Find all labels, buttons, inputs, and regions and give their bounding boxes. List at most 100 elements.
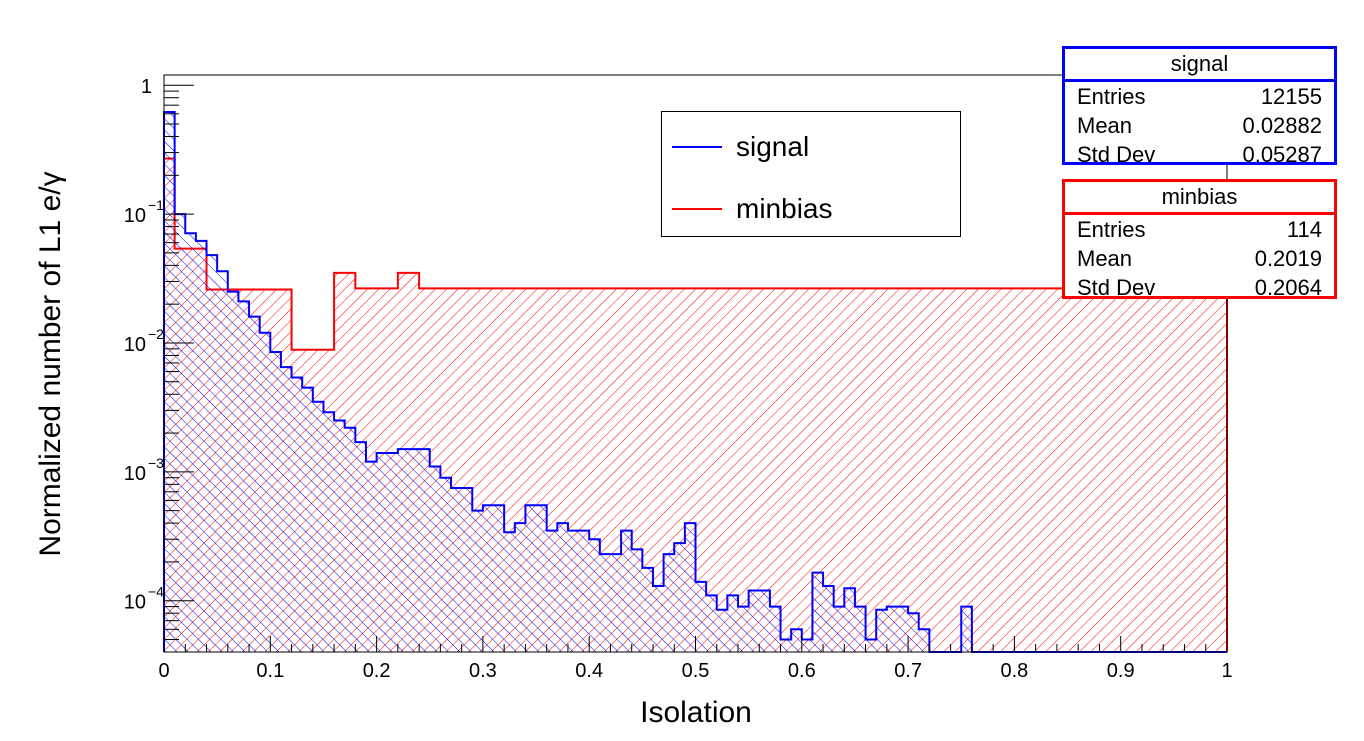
bin-signal	[961, 606, 972, 652]
bin-minbias	[982, 288, 994, 652]
legend-swatch-minbias	[672, 208, 722, 210]
bin-signal	[217, 271, 228, 652]
bin-minbias	[536, 288, 547, 652]
bin-signal	[652, 586, 664, 652]
bin-minbias	[1184, 288, 1196, 652]
bin-minbias	[546, 288, 558, 652]
bin-minbias	[461, 288, 473, 652]
stats-label: Std Dev	[1077, 275, 1156, 300]
bin-minbias	[993, 288, 1004, 652]
bin-signal	[302, 387, 313, 652]
bin-signal	[174, 214, 186, 652]
bin-signal	[376, 453, 388, 652]
x-tick-label: 0.7	[894, 660, 922, 682]
stats-title: signal	[1065, 49, 1334, 82]
bin-minbias	[440, 288, 452, 652]
legend: signal minbias	[661, 111, 961, 237]
bin-minbias	[918, 288, 930, 652]
stats-value: 0.05287	[1242, 142, 1322, 167]
bin-minbias	[1195, 288, 1206, 652]
y-tick-exponent: −4	[148, 584, 164, 600]
bin-minbias	[780, 288, 792, 652]
bin-signal	[631, 549, 643, 652]
bin-signal	[621, 530, 632, 652]
y-axis-title: Normalized number of L1 e/γ	[34, 171, 67, 556]
bin-signal	[557, 523, 568, 652]
bin-signal	[185, 233, 196, 652]
stats-row: Entries 114	[1065, 215, 1334, 244]
bin-signal	[206, 255, 218, 652]
bin-signal	[759, 590, 770, 652]
bin-minbias	[908, 288, 919, 652]
bin-minbias	[684, 288, 696, 652]
bin-minbias	[1131, 288, 1142, 652]
bin-minbias	[1163, 288, 1174, 652]
bin-signal	[716, 609, 728, 652]
bin-signal	[727, 595, 739, 652]
bin-minbias	[716, 288, 728, 652]
y-tick-exponent: −3	[148, 455, 164, 471]
stats-label: Std Dev	[1077, 142, 1156, 167]
stats-label: Entries	[1077, 217, 1146, 242]
x-tick-label: 0.3	[469, 660, 497, 682]
bin-minbias	[1110, 288, 1121, 652]
bin-signal	[738, 606, 749, 652]
bin-minbias	[557, 288, 568, 652]
bin-minbias	[472, 288, 483, 652]
stats-box-minbias: minbias Entries 114 Mean 0.2019 Std Dev 0.2…	[1062, 179, 1337, 302]
bin-signal	[291, 377, 303, 652]
stats-box-signal: signal Entries 12155 Mean 0.02882 Std Dev 0…	[1062, 46, 1337, 167]
bin-minbias	[812, 288, 824, 652]
stats-row: Std Dev 0.2064	[1065, 273, 1334, 302]
stats-row: Mean 0.02882	[1065, 111, 1334, 140]
bin-minbias	[514, 288, 526, 652]
bin-signal	[227, 291, 239, 652]
bin-signal	[886, 606, 898, 652]
bin-signal	[918, 629, 930, 652]
bin-signal	[312, 401, 324, 652]
bin-signal	[249, 316, 260, 652]
bin-minbias	[1141, 288, 1153, 652]
bin-signal	[472, 510, 483, 652]
bin-minbias	[1056, 288, 1068, 652]
stats-row: Std Dev 0.05287	[1065, 140, 1334, 169]
bin-minbias	[1120, 288, 1132, 652]
stats-label: Mean	[1077, 113, 1133, 138]
bin-signal	[833, 606, 845, 652]
bin-signal	[323, 412, 335, 652]
bin-signal	[897, 606, 909, 652]
x-tick-label: 0.9	[1107, 660, 1135, 682]
bin-minbias	[1003, 288, 1015, 652]
bin-minbias	[1078, 288, 1089, 652]
bin-signal	[482, 505, 494, 652]
bin-signal	[536, 505, 547, 652]
bin-signal	[908, 613, 919, 652]
bin-minbias	[1088, 288, 1100, 652]
bin-signal	[280, 367, 292, 652]
bin-signal	[451, 487, 462, 652]
bin-minbias	[610, 288, 622, 652]
x-tick-label: 0.4	[575, 660, 603, 682]
bin-signal	[791, 629, 802, 652]
bin-signal	[195, 240, 207, 652]
bin-minbias	[876, 288, 887, 652]
bin-signal	[461, 487, 473, 652]
bin-minbias	[567, 288, 579, 652]
bin-minbias	[865, 288, 877, 652]
bin-minbias	[897, 288, 909, 652]
bin-minbias	[599, 288, 611, 652]
bin-minbias	[621, 288, 632, 652]
stats-label: Mean	[1077, 246, 1133, 271]
bin-signal	[695, 581, 707, 652]
y-tick-exponent: −1	[148, 197, 164, 213]
y-tick-label: 10	[124, 463, 146, 485]
bin-minbias	[1035, 288, 1047, 652]
bin-signal	[823, 586, 834, 652]
bin-minbias	[1025, 288, 1036, 652]
stats-value: 12155	[1260, 84, 1322, 109]
bin-signal	[599, 554, 611, 652]
legend-label-signal: signal	[736, 131, 810, 162]
legend-swatch-signal	[672, 146, 722, 148]
y-tick-exponent: −2	[148, 326, 164, 342]
bin-signal	[642, 567, 653, 652]
